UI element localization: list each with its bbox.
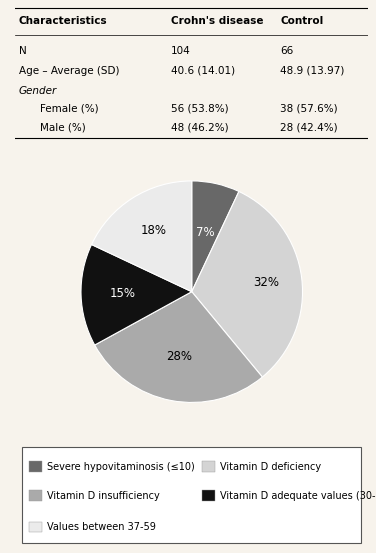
Text: 66: 66 <box>280 46 293 56</box>
FancyBboxPatch shape <box>29 521 41 532</box>
Text: Male (%): Male (%) <box>40 122 85 132</box>
Text: Gender: Gender <box>18 86 57 96</box>
Text: Vitamin D insufficiency: Vitamin D insufficiency <box>47 491 159 500</box>
FancyBboxPatch shape <box>202 461 215 472</box>
Text: 104: 104 <box>171 46 190 56</box>
Wedge shape <box>81 244 192 345</box>
FancyBboxPatch shape <box>22 447 361 544</box>
Text: 32%: 32% <box>253 276 279 289</box>
Text: 28%: 28% <box>166 351 192 363</box>
Text: N: N <box>18 46 26 56</box>
FancyBboxPatch shape <box>29 461 41 472</box>
Text: Control: Control <box>280 16 323 26</box>
Text: 48.9 (13.97): 48.9 (13.97) <box>280 66 344 76</box>
Wedge shape <box>95 291 262 403</box>
Text: Severe hypovitaminosis (≤10): Severe hypovitaminosis (≤10) <box>47 462 195 472</box>
Wedge shape <box>192 191 303 377</box>
Text: 18%: 18% <box>140 225 166 237</box>
Text: 38 (57.6%): 38 (57.6%) <box>280 103 338 113</box>
Text: Vitamin D deficiency: Vitamin D deficiency <box>220 462 321 472</box>
FancyBboxPatch shape <box>202 491 215 501</box>
Text: Crohn's disease: Crohn's disease <box>171 16 263 26</box>
Text: 28 (42.4%): 28 (42.4%) <box>280 122 338 132</box>
FancyBboxPatch shape <box>29 491 41 501</box>
Text: Female (%): Female (%) <box>40 103 99 113</box>
Text: 48 (46.2%): 48 (46.2%) <box>171 122 228 132</box>
Wedge shape <box>91 181 192 291</box>
Text: 56 (53.8%): 56 (53.8%) <box>171 103 228 113</box>
Text: Characteristics: Characteristics <box>18 16 107 26</box>
Wedge shape <box>192 181 239 291</box>
Text: 7%: 7% <box>196 226 214 239</box>
Text: Vitamin D adequate values (30-36): Vitamin D adequate values (30-36) <box>220 491 376 500</box>
Text: 40.6 (14.01): 40.6 (14.01) <box>171 66 235 76</box>
Text: Values between 37-59: Values between 37-59 <box>47 521 156 532</box>
Text: 15%: 15% <box>110 288 136 300</box>
Text: Age – Average (SD): Age – Average (SD) <box>18 66 119 76</box>
